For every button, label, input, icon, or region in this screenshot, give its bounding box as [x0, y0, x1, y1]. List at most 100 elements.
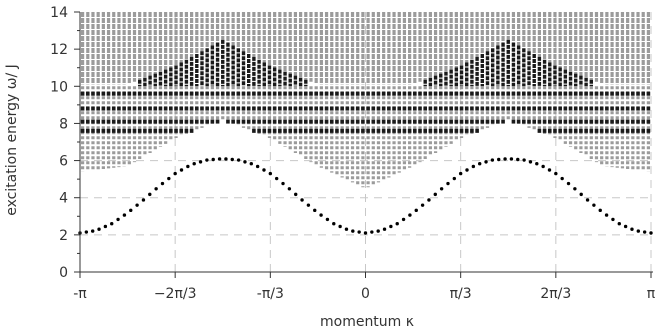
continuum-column: [324, 12, 329, 171]
dark-band-mark: [293, 106, 298, 111]
continuum-column: [252, 12, 256, 133]
dark-band-mark: [184, 106, 189, 111]
dark-band-mark: [553, 106, 557, 111]
dark-band-mark: [132, 91, 137, 96]
lowest-branch-point: [427, 198, 431, 202]
dark-band-mark: [340, 119, 344, 124]
dark-band-mark: [589, 106, 594, 111]
dark-band-mark: [283, 106, 287, 111]
dark-band-mark: [111, 106, 116, 111]
lowest-branch-point: [116, 217, 120, 222]
dark-band-mark: [573, 91, 578, 96]
dark-band-mark: [329, 106, 334, 111]
lowest-branch-point: [300, 198, 304, 202]
continuum-column: [418, 12, 422, 163]
continuum-column: [309, 12, 313, 163]
dark-band-mark: [200, 119, 204, 124]
y-tick-label: 14: [50, 5, 68, 21]
dark-band-mark: [480, 119, 485, 124]
lowest-branch-point: [192, 162, 196, 166]
dark-band-mark: [111, 91, 116, 96]
dark-band-mark: [85, 119, 90, 124]
lowest-branch-point: [497, 157, 501, 162]
continuum-column: [387, 12, 391, 178]
continuum-column: [361, 12, 365, 188]
continuum-column: [148, 12, 152, 153]
dark-band-mark: [413, 128, 417, 133]
dark-band-mark: [304, 91, 308, 96]
continuum-column: [542, 12, 547, 134]
continuum-column: [267, 12, 272, 138]
lowest-branch-point: [433, 192, 437, 197]
dark-band-mark: [153, 119, 158, 124]
dark-band-mark: [568, 128, 573, 133]
dark-band-mark: [85, 91, 90, 96]
dark-band-mark: [335, 128, 339, 133]
continuum-column: [283, 12, 287, 147]
lowest-branch-point: [585, 198, 590, 202]
dark-band-mark: [236, 91, 241, 96]
dark-band-mark: [345, 119, 350, 124]
dark-band-mark: [620, 119, 625, 124]
x-tick-label: π/3: [450, 286, 472, 302]
dark-band-mark: [194, 106, 199, 111]
dark-band-mark: [397, 106, 402, 111]
continuum-column: [80, 12, 85, 172]
continuum-column: [215, 12, 220, 124]
lowest-branch-point: [325, 217, 330, 222]
dark-band-mark: [184, 119, 189, 124]
continuum-column: [200, 12, 204, 128]
dark-band-mark: [459, 106, 464, 111]
continuum-column: [553, 12, 557, 138]
dark-band-mark: [402, 119, 407, 124]
lowest-branch-point: [370, 230, 374, 234]
continuum-column: [96, 12, 100, 170]
dark-band-mark: [122, 128, 126, 133]
dark-band-mark: [428, 91, 433, 96]
dark-band-mark: [594, 119, 599, 124]
x-tick-label: 2π/3: [540, 286, 571, 302]
continuum-column: [470, 12, 474, 134]
dark-band-mark: [490, 91, 495, 96]
lowest-branch-point: [351, 229, 355, 233]
dark-band-mark: [314, 119, 318, 124]
lowest-branch-point: [414, 208, 418, 213]
continuum-column: [194, 12, 199, 130]
dark-band-mark: [449, 119, 453, 124]
dark-band-mark: [413, 91, 417, 96]
dark-band-mark: [153, 106, 158, 111]
dark-band-mark: [345, 106, 350, 111]
dark-band-mark: [366, 91, 370, 96]
lowest-branch-point: [135, 203, 139, 207]
dark-band-mark: [563, 119, 568, 124]
dark-band-mark: [210, 91, 215, 96]
dark-band-mark: [184, 128, 189, 133]
dark-band-mark: [625, 106, 630, 111]
dark-band-mark: [174, 91, 178, 96]
dark-band-mark: [610, 106, 614, 111]
continuum-column: [85, 12, 90, 171]
continuum-column: [127, 12, 132, 166]
dark-band-mark: [324, 106, 329, 111]
continuum-column: [568, 12, 573, 147]
dark-band-mark: [298, 119, 303, 124]
dark-band-mark: [459, 119, 464, 124]
dark-band-mark: [454, 106, 459, 111]
lowest-branch-point: [129, 208, 133, 213]
dark-band-mark: [91, 91, 95, 96]
dark-band-mark: [480, 91, 485, 96]
dark-band-mark: [407, 128, 412, 133]
dark-band-mark: [537, 106, 542, 111]
lowest-branch-point: [465, 168, 469, 172]
x-tick-label: -π/3: [257, 286, 284, 302]
dark-band-mark: [226, 119, 230, 124]
dark-band-mark: [174, 106, 178, 111]
continuum-column: [236, 12, 241, 126]
lowest-branch-point: [319, 213, 323, 217]
dark-band-mark: [490, 106, 495, 111]
dark-band-mark: [646, 128, 651, 133]
dark-band-mark: [418, 106, 422, 111]
continuum-column: [620, 12, 625, 169]
lowest-branch-point: [598, 208, 602, 213]
continuum-column: [527, 12, 531, 128]
